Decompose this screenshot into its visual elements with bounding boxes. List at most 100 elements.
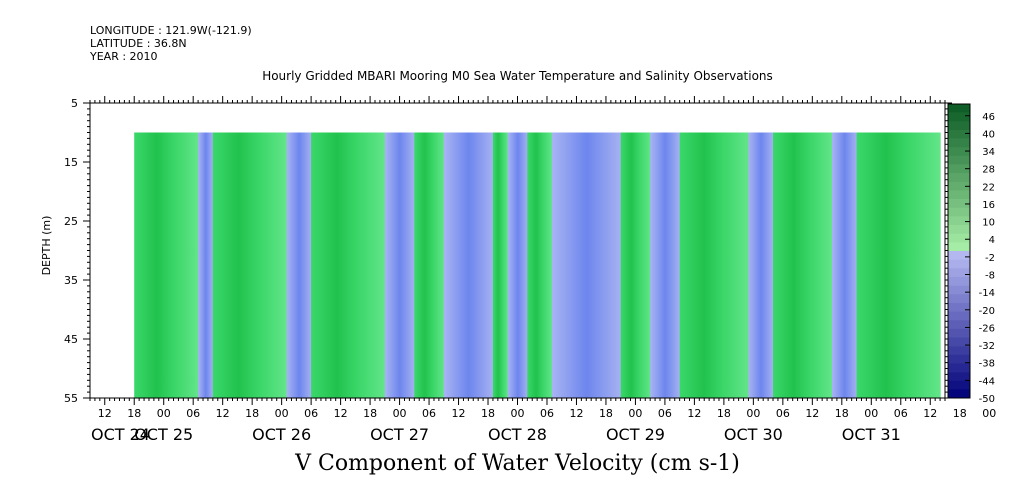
hour-tick-label: 00 — [393, 407, 407, 420]
colorbar-label: 4 — [989, 235, 995, 246]
colorbar-bin — [948, 181, 970, 191]
heatmap-band — [384, 132, 415, 398]
date-label: OCT 31 — [842, 425, 901, 444]
colorbar-bin — [948, 207, 970, 217]
heatmap-band — [679, 132, 750, 398]
colorbar-label: -26 — [979, 323, 995, 334]
hour-tick-label: 06 — [304, 407, 318, 420]
heatmap-band — [551, 132, 622, 398]
colorbar-bin — [948, 268, 970, 278]
y-axis-label: DEPTH (m) — [40, 216, 53, 276]
colorbar-bin — [948, 121, 970, 131]
heatmap-band — [492, 132, 509, 398]
heatmap-band — [286, 132, 312, 398]
hour-tick-label: 18 — [127, 407, 141, 420]
colorbar-label: 28 — [982, 165, 995, 176]
heatmap-band — [832, 132, 858, 398]
heatmap-band — [414, 132, 445, 398]
hour-tick-label: 06 — [776, 407, 790, 420]
colorbar-bin — [948, 389, 970, 399]
hour-tick-label: 06 — [540, 407, 554, 420]
colorbar-label: 10 — [982, 218, 995, 229]
hour-tick-label: 06 — [422, 407, 436, 420]
hour-tick-label: 18 — [717, 407, 731, 420]
colorbar-bin — [948, 190, 970, 200]
hour-tick-label: 00 — [982, 407, 996, 420]
y-tick-label: 45 — [64, 333, 78, 346]
colorbar-bin — [948, 251, 970, 260]
hour-tick-label: 18 — [953, 407, 967, 420]
colorbar-bin — [948, 354, 970, 364]
colorbar-bin — [948, 320, 970, 330]
colorbar-bin — [948, 155, 970, 165]
hour-tick-label: 12 — [334, 407, 348, 420]
hour-tick-label: 18 — [481, 407, 495, 420]
heatmap-band — [527, 132, 553, 398]
colorbar-bin — [948, 302, 970, 312]
colorbar-label: -20 — [979, 306, 995, 317]
colorbar-bin — [948, 112, 970, 122]
hour-tick-label: 06 — [894, 407, 908, 420]
variable-title: V Component of Water Velocity (cm s-1) — [295, 451, 740, 476]
hour-tick-label: 12 — [805, 407, 819, 420]
heatmap-band — [507, 132, 528, 398]
date-label: OCT 28 — [488, 425, 547, 444]
hour-tick-label: 12 — [216, 407, 230, 420]
colorbar-label: -32 — [979, 341, 995, 352]
hour-tick-label: 18 — [835, 407, 849, 420]
colorbar-frame — [947, 103, 971, 399]
hour-tick-label: 18 — [245, 407, 259, 420]
latitude-label: LATITUDE : 36.8N — [90, 37, 187, 50]
plot-layer — [134, 132, 941, 398]
colorbar-label: 22 — [982, 182, 995, 193]
y-tick-label: 5 — [71, 97, 78, 110]
heatmap-band — [198, 132, 214, 398]
colorbar-bin — [948, 242, 970, 252]
y-tick-label: 35 — [64, 274, 78, 287]
hour-tick-label: 12 — [452, 407, 466, 420]
colorbar-bin — [948, 372, 970, 382]
colorbar-bin — [948, 363, 970, 373]
colorbar-bin — [948, 138, 970, 148]
colorbar-label: -2 — [985, 253, 995, 264]
axes-layer: 12 18 00 06 12 18 00 06 12 18 00 06 12 18 00 06 12 18 00 06… — [40, 96, 996, 444]
hour-tick-label: 00 — [157, 407, 171, 420]
heatmap-band — [856, 132, 941, 398]
metadata-block: LONGITUDE : 121.9W(-121.9) LATITUDE : 36… — [90, 24, 252, 63]
hour-tick-label: 00 — [511, 407, 525, 420]
longitude-label: LONGITUDE : 121.9W(-121.9) — [90, 24, 252, 37]
colorbar-label: -38 — [979, 359, 995, 370]
heatmap-band — [748, 132, 774, 398]
y-tick-label: 15 — [64, 156, 78, 169]
hour-tick-label: 00 — [628, 407, 642, 420]
hour-tick-label: 06 — [186, 407, 200, 420]
colorbar-bin — [948, 276, 970, 286]
colorbar-bin — [948, 173, 970, 183]
hour-tick-label: 12 — [923, 407, 937, 420]
colorbar-label: -8 — [985, 271, 995, 282]
hour-tick-label: 12 — [687, 407, 701, 420]
hour-tick-label: 06 — [658, 407, 672, 420]
date-label: OCT 26 — [252, 425, 311, 444]
hour-tick-label: 12 — [98, 407, 112, 420]
hour-tick-label: 18 — [599, 407, 613, 420]
heatmap-band — [443, 132, 494, 398]
colorbar-label: 16 — [982, 200, 995, 211]
heatmap-band — [134, 132, 199, 398]
heatmap-band — [311, 132, 386, 398]
colorbar-label: 46 — [982, 112, 995, 123]
colorbar-label: 34 — [982, 147, 995, 158]
colorbar-bin — [948, 129, 970, 139]
colorbar-bin — [948, 225, 970, 235]
colorbar-bin — [948, 199, 970, 209]
colorbar-bin — [948, 216, 970, 226]
hour-tick-label: 18 — [363, 407, 377, 420]
heatmap-band — [773, 132, 833, 398]
colorbar-bin — [948, 285, 970, 295]
year-label: YEAR : 2010 — [90, 50, 158, 63]
colorbar-bin — [948, 337, 970, 347]
colorbar-label: -14 — [979, 288, 995, 299]
hour-tick-label: 00 — [746, 407, 760, 420]
hour-tick-label: 00 — [864, 407, 878, 420]
